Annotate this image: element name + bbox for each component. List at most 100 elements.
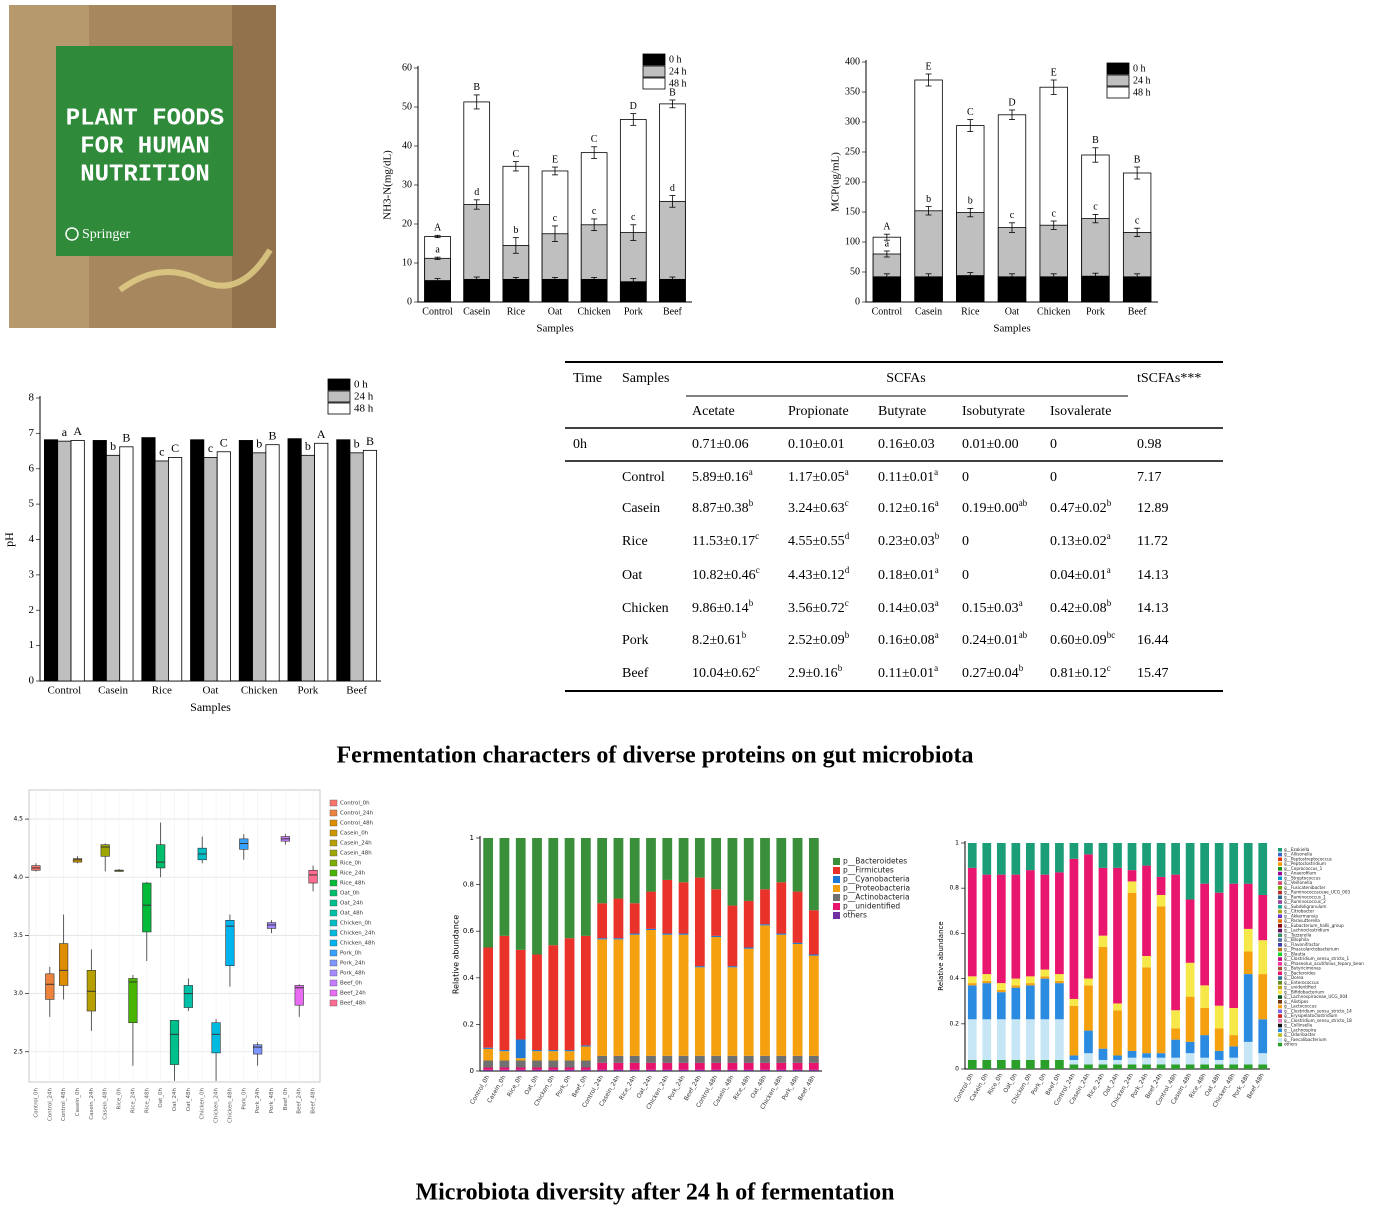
y-tick-label: 350 [845,86,860,97]
bar-segment [1214,1005,1224,1029]
table-cell: 0.19±0.00ab [962,498,1028,516]
bar-segment [1127,870,1137,882]
bar-segment [646,1055,656,1063]
bar [872,276,902,303]
table-header: SCFAs [886,371,925,386]
bar-segment [1098,1064,1108,1069]
x-tick-label: Beef_24h [297,1087,303,1113]
bar-segment [597,1055,608,1063]
legend-swatch [1278,985,1282,990]
table-cell: Beef [622,666,649,681]
bar [349,452,364,682]
cell-superscript: c [755,531,759,541]
legend-label: Control_0h [340,801,370,807]
bar-segment [532,1069,542,1071]
bar-segment [694,1055,705,1063]
bar-segment [1040,843,1050,875]
bar-segment [760,1062,770,1070]
bar-segment [743,1062,754,1070]
cell-value: 0.13±0.02 [1050,534,1107,549]
box [183,985,193,1008]
cell-value: 0.18±0.01 [878,568,935,583]
bar-segment [1113,1010,1122,1056]
y-tick-label: 3.5 [13,932,23,939]
bar-segment [1200,1057,1209,1065]
legend-label: g__Erysipelatoclostridium [1284,1013,1338,1018]
bar-segment [499,1051,510,1061]
bar [914,276,943,303]
legend-swatch [327,378,351,391]
legend-swatch [1278,981,1282,985]
bar-segment [694,1069,705,1071]
significance-letter: B [366,434,374,448]
table-cell: 3.24±0.63c [788,498,849,516]
table-cell: 0.98 [1137,437,1162,452]
bar-segment [646,838,656,892]
bar-segment [515,1069,526,1071]
bar-segment [1171,1028,1180,1040]
bar-segment [1127,881,1137,893]
bar-segment [548,1051,559,1061]
y-tick-label: 0 [470,1067,474,1075]
legend-label: g__Lachnoclostridium [1284,928,1329,933]
cell-value: 0.11±0.01 [878,470,934,485]
bar-segment [532,1050,542,1052]
bar-segment [1055,1019,1064,1060]
y-tick-label: 4.5 [13,816,23,823]
y-tick-label: 300 [845,116,860,127]
table-cell: 0.14±0.03a [878,598,939,616]
legend-swatch [329,809,338,817]
significance-letter: E [926,61,932,72]
legend-swatch [833,903,840,910]
bar-segment [792,1055,803,1063]
bar-segment [580,838,591,936]
cell-value: 11.53±0.17 [692,534,755,549]
bar-segment [1156,894,1166,907]
table-cell: 0.47±0.02b [1050,498,1112,516]
bar-segment [646,930,656,1056]
table-cell: 0.42±0.08b [1050,598,1112,616]
bar [43,439,59,682]
legend-swatch [833,894,840,901]
legend-swatch [329,969,338,977]
legend-swatch [833,858,840,865]
bar-segment [1258,843,1268,895]
x-tick-label: Pork [624,306,643,317]
cell-superscript: a [845,467,849,477]
cell-superscript: ab [1019,630,1028,640]
bar-segment [580,1046,591,1061]
bar-segment [743,947,754,949]
bar-segment [743,1069,754,1071]
y-axis-label: MCP(ug/mL) [830,152,842,212]
bar-segment [1171,1039,1180,1058]
legend-label: g__Ruminococcus_1 [1284,894,1326,899]
scfa-table [565,361,1223,692]
legend-swatch [833,912,840,919]
bar-segment [760,1069,770,1071]
significance-letter: d [474,187,479,198]
bar-segment [1026,985,1035,1020]
legend-label: Rice_0h [340,861,362,867]
cell-superscript: b [1019,663,1024,673]
significance-letter: B [473,82,480,93]
cell-superscript: a [1019,598,1023,608]
bar-segment [597,1069,608,1071]
bar-segment [743,838,754,901]
legend-swatch [1278,900,1282,904]
y-tick-label: 0.4 [949,975,959,982]
table-cell: 0.24±0.01ab [962,630,1028,648]
bar-segment [1243,883,1253,929]
y-tick-label: 250 [845,146,860,157]
bar-segment [678,838,689,883]
table-subheader: Isovalerate [1050,404,1111,419]
x-tick-label: Casein_0h [75,1087,81,1116]
bar-segment [694,967,705,1056]
legend-label: Casein_0h [340,831,369,837]
bar-segment [1127,1057,1137,1065]
bar-segment [711,1062,722,1070]
box [72,858,83,863]
legend-label: g__Blautia [1284,951,1306,956]
bar-segment [1229,1046,1239,1058]
bar-segment [1011,843,1021,875]
bar-segment [1142,956,1151,968]
